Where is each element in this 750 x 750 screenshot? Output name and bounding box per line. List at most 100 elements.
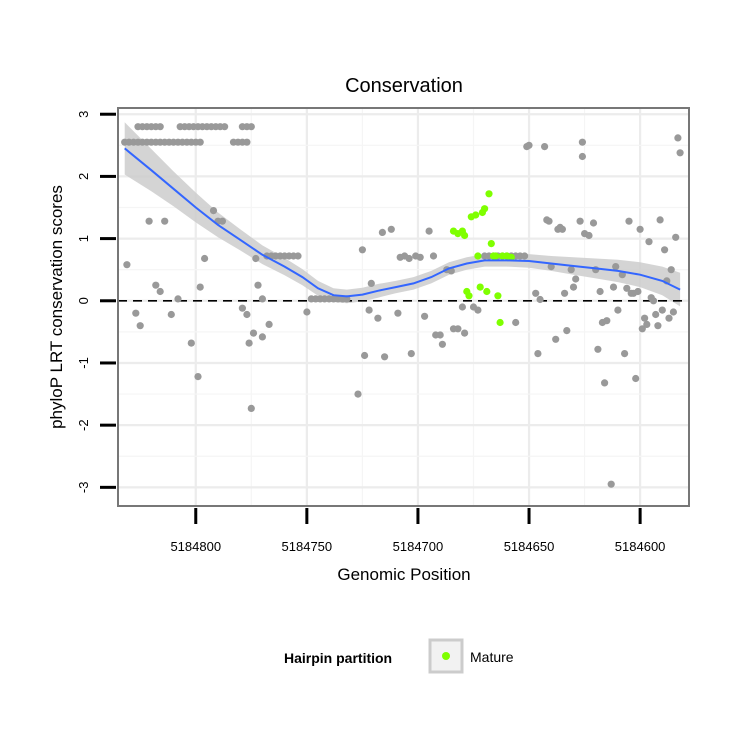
x-axis: 5184800 5184750 5184700 5184650 5184600 (170, 508, 665, 554)
confidence-band-layer (124, 122, 681, 307)
other-point (416, 253, 424, 261)
other-point (607, 480, 615, 488)
other-point (521, 252, 529, 260)
other-point (569, 283, 578, 291)
y-axis: -3 -2 -1 0 1 2 3 (76, 111, 116, 494)
other-point (407, 350, 415, 358)
other-point (421, 312, 429, 320)
other-point (632, 374, 640, 383)
other-point (196, 138, 204, 146)
other-point (265, 320, 273, 328)
smooth-fit-layer (124, 147, 681, 298)
other-point (638, 325, 646, 333)
other-point (458, 303, 466, 311)
mature-point (474, 252, 482, 260)
other-point (665, 314, 673, 322)
other-point (656, 216, 664, 224)
mature-point (492, 252, 500, 260)
other-point (156, 287, 164, 296)
legend-title: Hairpin partition (284, 650, 392, 666)
other-point (174, 295, 182, 303)
other-point (612, 263, 620, 271)
other-point (512, 318, 520, 327)
other-point (601, 379, 609, 387)
other-point (561, 289, 569, 297)
other-point (572, 275, 580, 283)
other-point (221, 123, 229, 131)
y-tick-label: -2 (76, 419, 91, 431)
mature-point (507, 253, 515, 261)
smooth-fit-line (124, 147, 681, 298)
other-point (436, 331, 444, 339)
other-point (196, 283, 204, 291)
other-point (625, 217, 633, 225)
other-point (594, 345, 602, 353)
other-point (547, 263, 555, 271)
other-point (641, 314, 649, 322)
other-point (567, 266, 575, 274)
x-axis-title: Genomic Position (337, 565, 470, 584)
other-point (152, 281, 160, 289)
other-point (378, 228, 386, 236)
y-tick-label: -3 (76, 482, 91, 494)
other-point (636, 225, 644, 233)
other-point (374, 314, 382, 322)
mature-point (481, 205, 489, 213)
other-point (614, 306, 622, 314)
mature-point (485, 190, 493, 198)
other-point (541, 143, 549, 151)
other-point (247, 404, 255, 412)
x-tick-label: 5184650 (504, 539, 555, 554)
other-point (672, 233, 680, 241)
other-point (654, 322, 662, 330)
other-point (552, 335, 560, 343)
other-point (238, 304, 246, 312)
other-point (361, 351, 369, 360)
other-point (621, 350, 629, 358)
other-point (132, 309, 140, 317)
other-point (136, 322, 144, 330)
mature-point (472, 211, 480, 219)
grid-lines (118, 108, 689, 506)
other-point (425, 227, 433, 235)
other-point (365, 306, 373, 314)
other-point (596, 287, 604, 296)
other-point (558, 225, 567, 233)
other-point (532, 289, 540, 297)
other-point (218, 217, 226, 225)
other-point (609, 283, 618, 291)
other-point (358, 246, 366, 254)
other-point (258, 333, 266, 341)
mature-point (476, 283, 484, 291)
mature-point (461, 231, 469, 240)
other-point (438, 340, 446, 348)
other-point (658, 306, 666, 314)
legend-label-mature: Mature (470, 649, 514, 665)
other-point (201, 254, 209, 263)
y-tick-label: 1 (76, 235, 91, 242)
other-point (661, 246, 669, 254)
other-point (156, 123, 164, 131)
other-point (394, 309, 402, 317)
other-point (643, 320, 651, 328)
other-point (429, 252, 438, 260)
other-point (589, 219, 598, 227)
x-tick-label: 5184800 (170, 539, 221, 554)
other-point (161, 217, 169, 225)
confidence-band (124, 122, 681, 307)
other-point (367, 279, 375, 287)
other-point (354, 390, 362, 398)
other-point (194, 373, 202, 381)
other-point (649, 297, 658, 305)
x-tick-label: 5184700 (393, 539, 444, 554)
other-point (187, 339, 195, 347)
other-point (576, 217, 584, 225)
legend-key-mature-dot (442, 652, 450, 660)
other-point (578, 152, 587, 161)
y-tick-label: 0 (76, 297, 91, 304)
chart-title: Conservation (345, 75, 463, 97)
y-axis-title: phyloP LRT conservation scores (47, 185, 66, 429)
mature-point (465, 292, 473, 300)
other-point (405, 254, 413, 263)
other-point (243, 138, 251, 146)
